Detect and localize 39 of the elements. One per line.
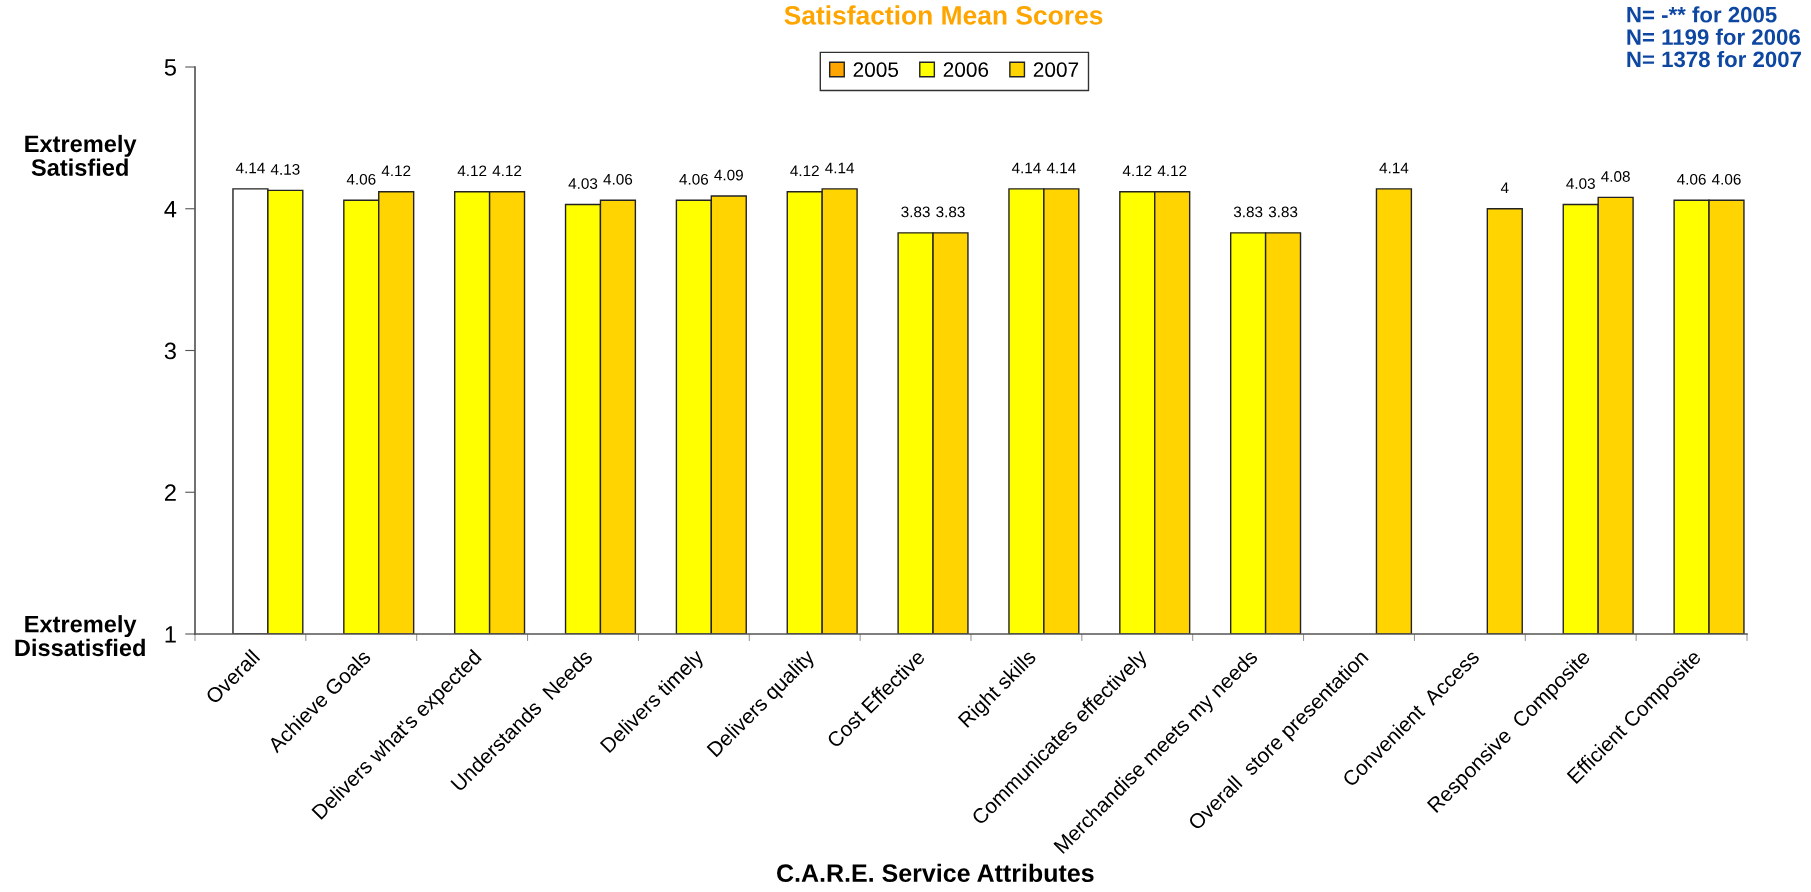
data-label: 4.12 xyxy=(1157,165,1187,177)
data-label: 3.83 xyxy=(1233,206,1263,218)
data-label: 4.14 xyxy=(1011,162,1041,174)
data-label: 4.12 xyxy=(457,165,487,177)
data-label: 3.83 xyxy=(936,206,965,218)
legend-label: 2005 xyxy=(853,62,899,78)
data-label: 3.83 xyxy=(1268,206,1298,218)
y-tick-label: 4 xyxy=(164,201,177,218)
legend-label: 2006 xyxy=(943,62,989,78)
data-label: 4.06 xyxy=(346,173,376,185)
data-label: 4.03 xyxy=(568,178,598,189)
data-label: 4.06 xyxy=(1711,173,1741,185)
data-label: 4.12 xyxy=(381,165,411,177)
data-label: 4.06 xyxy=(1677,173,1706,185)
data-label: 3.83 xyxy=(901,206,930,218)
data-label: 4.12 xyxy=(492,165,522,177)
data-label: 4 xyxy=(1500,182,1509,194)
data-label: 4.06 xyxy=(679,173,709,185)
chart-title: Satisfaction Mean Scores xyxy=(784,5,1103,25)
y-tick-label: 5 xyxy=(164,59,176,76)
data-label: 4.14 xyxy=(825,162,855,174)
data-label: 4.13 xyxy=(270,163,300,175)
x-axis-title: C.A.R.E. Service Attributes xyxy=(777,863,1094,882)
y-tick-label: 2 xyxy=(165,484,176,501)
data-label: 4.03 xyxy=(1566,178,1595,189)
data-label: 4.08 xyxy=(1601,171,1630,182)
data-label: 4.14 xyxy=(235,162,265,174)
text: Extremely Satisfied xyxy=(25,134,137,176)
legend-label: 2007 xyxy=(1033,62,1079,78)
data-label: 4.14 xyxy=(1046,162,1076,174)
y-tick-label: 3 xyxy=(164,342,176,360)
data-label: 4.09 xyxy=(714,169,743,181)
annotation: N= -** for 2005 N= 1199 for 2006 N= 1378 for 2007 xyxy=(1627,6,1801,68)
data-label: 4.14 xyxy=(1379,162,1409,174)
data-label: 4.12 xyxy=(790,165,819,177)
data-label: 4.06 xyxy=(603,173,633,185)
y-tick-label: 1 xyxy=(165,626,176,643)
text: Extremely Dissatisfied xyxy=(15,615,145,657)
data-label: 4.12 xyxy=(1122,165,1152,177)
